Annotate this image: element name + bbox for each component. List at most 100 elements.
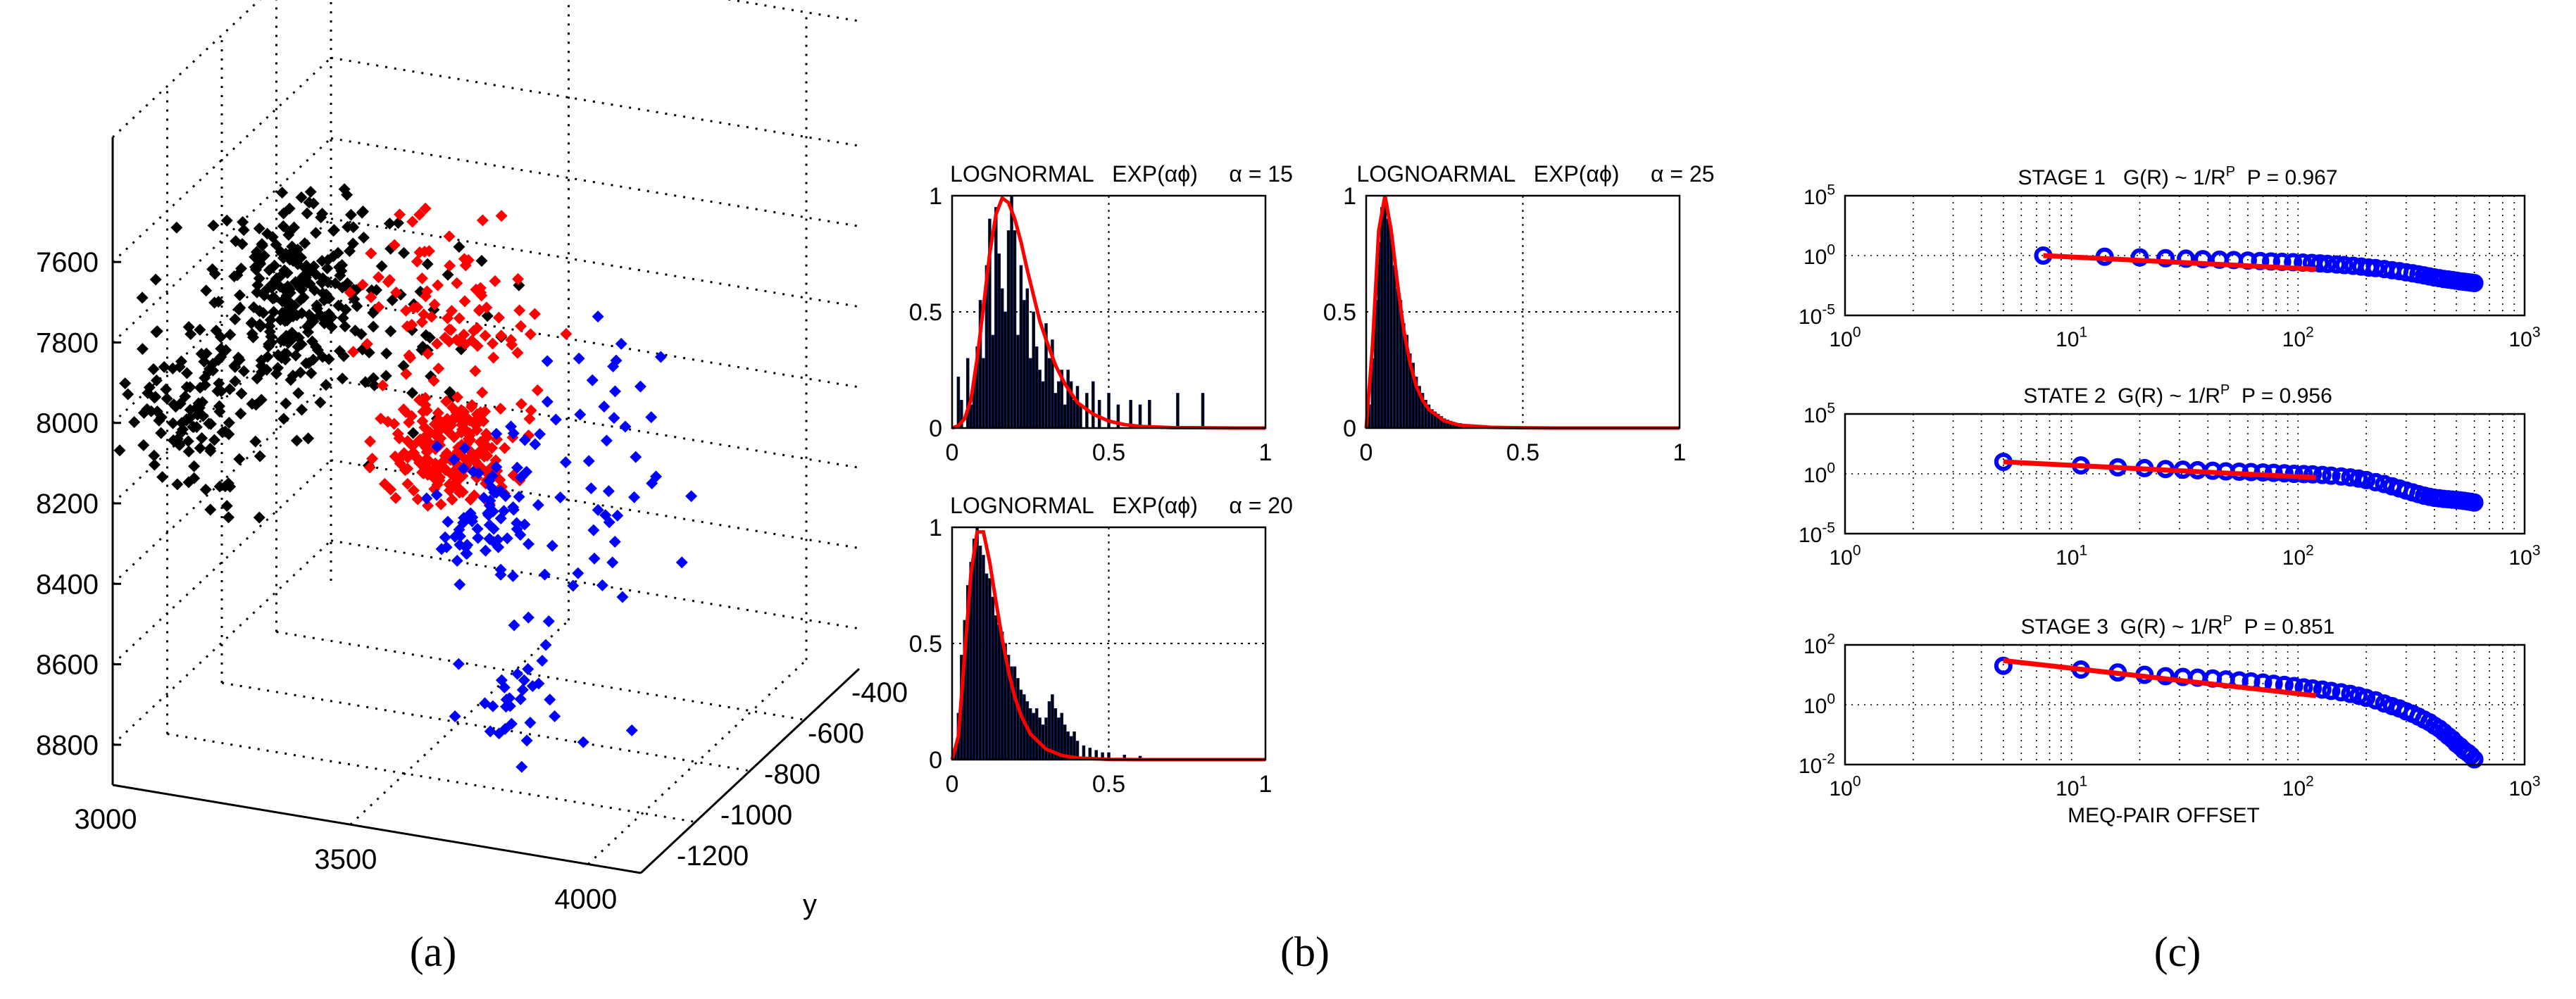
scatter-point-blue [592, 310, 604, 323]
scatter-point-black [182, 445, 195, 458]
scatter-point-black [442, 268, 454, 281]
y-tick-label: 10-5 [1799, 520, 1835, 548]
grid-line [111, 137, 332, 344]
scatter-point-black [332, 299, 345, 312]
scatter-point-red [378, 477, 391, 490]
scatter-point-red [454, 412, 467, 425]
scatter-point-black [320, 379, 332, 391]
scatter-point-red [366, 452, 379, 465]
scatter-point-black [277, 207, 290, 220]
data-point [2465, 493, 2484, 512]
scatter-point-blue [518, 434, 531, 446]
scatter-point-red [468, 455, 481, 467]
scatter-point-blue [520, 465, 533, 478]
scatter-point-blue [511, 667, 524, 680]
panel-label-b: (b) [1280, 929, 1330, 975]
scatter-point-red [470, 408, 483, 421]
scatter-point-black [334, 269, 346, 282]
scatter-point-black [158, 360, 170, 373]
scatter-point-blue [464, 507, 477, 520]
power-law-fit-line [2003, 658, 2317, 698]
x-axis [112, 784, 642, 874]
data-point [2375, 475, 2394, 494]
data-point [2357, 470, 2376, 489]
scatter-point-black [199, 372, 211, 384]
scatter-point-black [208, 268, 221, 280]
scatter-point-red [469, 365, 482, 377]
scatter-point-black [175, 427, 187, 439]
scatter-point-black [332, 246, 344, 259]
histogram-bar [1019, 265, 1023, 429]
scatter-point-black [287, 310, 299, 322]
data-point [2294, 465, 2313, 484]
scatter-point-blue [546, 539, 558, 552]
scatter-point-black [274, 280, 287, 293]
scatter-point-blue [484, 725, 496, 738]
scatter-point-blue [508, 619, 520, 632]
scatter-point-red [450, 334, 463, 346]
scatter-point-blue [526, 680, 539, 693]
z-tick-label: 8000 [36, 408, 99, 439]
scatter-point-black [264, 313, 277, 326]
scatter-point-black [302, 326, 315, 339]
scatter-point-red [480, 427, 492, 440]
scatter-point-black [286, 327, 299, 339]
scatter-point-red [471, 339, 484, 352]
scatter-point-red [443, 230, 456, 243]
scatter-point-red [433, 474, 446, 486]
scatter-point-blue [603, 516, 615, 529]
scatter-point-blue [507, 501, 520, 513]
scatter-point-blue [499, 490, 512, 503]
scatter-point-red [420, 285, 433, 298]
y-tick-label: -400 [851, 677, 908, 708]
y-tick-label: 100 [1803, 460, 1835, 488]
histogram-bar [1010, 195, 1013, 429]
scatter-point-black [321, 262, 334, 275]
scatter-point-blue [461, 547, 473, 560]
scatter-point-red [398, 447, 411, 460]
scatter-point-black [148, 391, 161, 404]
scatter-point-red [422, 348, 434, 360]
scatter-point-black [268, 259, 281, 272]
z-tick-label: 8400 [36, 569, 99, 600]
x-tick-label: 101 [2056, 543, 2087, 570]
histogram-bar [1016, 678, 1020, 760]
histogram-bar [1023, 300, 1026, 429]
scatter-point-red [344, 287, 356, 299]
scatter-point-blue [520, 734, 533, 747]
scatter-point-red [401, 434, 414, 447]
scatter-point-black [475, 254, 488, 267]
scatter-point-red [447, 465, 460, 478]
scatter-point-blue [522, 662, 534, 675]
scatter-point-black [392, 217, 404, 230]
histogram-bar [1028, 358, 1032, 429]
scatter-point-red [515, 398, 527, 410]
scatter-point-blue [654, 351, 667, 363]
scatter-point-red [475, 289, 488, 302]
scatter-point-black [316, 272, 329, 284]
scatter-point-black [171, 478, 184, 491]
scatter-point-black [149, 273, 162, 286]
scatter-point-blue [431, 440, 444, 453]
scatter-point-black [295, 191, 308, 203]
scatter-point-red [364, 435, 377, 448]
scatter-point-red [464, 494, 477, 506]
histogram-bar [1097, 400, 1101, 429]
scatter-point-black [234, 301, 246, 314]
scatter-point-red [458, 328, 470, 341]
scatter-point-black [325, 311, 338, 324]
scatter-point-black [280, 397, 292, 410]
scatter-point-black [230, 235, 242, 248]
scatter-point-blue [482, 507, 494, 520]
scatter-point-blue [534, 428, 546, 441]
scatter-point-black [380, 370, 392, 382]
y-tick-label: -600 [808, 718, 864, 749]
scatter-point-black [119, 377, 132, 390]
y-tick-label: 102 [1803, 632, 1835, 659]
plot-frame [1844, 413, 2526, 535]
scatter-point-black [200, 347, 213, 360]
scatter-point-black [338, 183, 351, 196]
histogram-bar [1003, 311, 1007, 429]
scatter-point-blue [448, 453, 461, 466]
scatter-point-black [220, 500, 233, 513]
